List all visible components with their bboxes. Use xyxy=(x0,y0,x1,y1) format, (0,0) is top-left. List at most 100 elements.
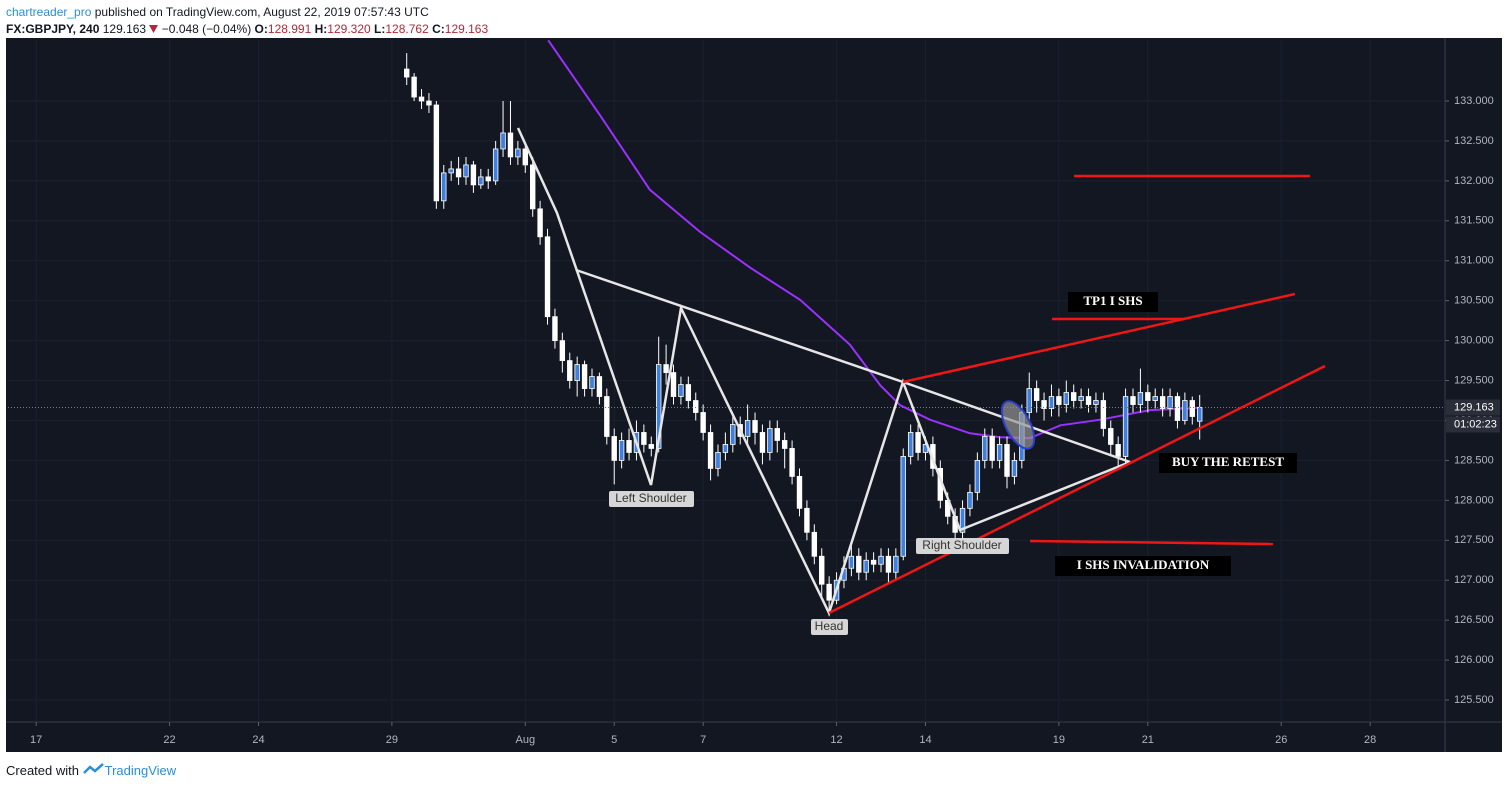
x-tick-label: 24 xyxy=(252,734,264,746)
candle-body xyxy=(411,76,417,98)
x-tick-label: 7 xyxy=(700,734,706,746)
label-box xyxy=(1159,453,1297,473)
candle-body xyxy=(492,148,499,182)
candle-body xyxy=(893,555,899,573)
plot xyxy=(8,40,1445,617)
neckline xyxy=(575,268,904,384)
x-tick-label: 29 xyxy=(386,734,398,746)
candle-body xyxy=(1033,388,1040,401)
candle-body xyxy=(826,583,832,601)
label-box xyxy=(811,619,848,635)
y-tick-label: 125.500 xyxy=(1454,694,1494,706)
created-with: Created with xyxy=(6,763,79,778)
y-tick-label: 131.000 xyxy=(1454,255,1494,267)
ohlc-value: 128.762 xyxy=(385,22,429,36)
candle-body xyxy=(1004,444,1010,477)
candle-body xyxy=(515,148,521,158)
candle-body xyxy=(1167,396,1173,409)
brand[interactable]: TradingView xyxy=(104,763,177,778)
candle-body xyxy=(463,164,469,178)
ohlc-value: 128.991 xyxy=(267,22,312,36)
candle-body xyxy=(552,316,558,342)
candle-body xyxy=(1122,396,1129,457)
candle-body xyxy=(648,444,654,449)
candle-body xyxy=(581,364,588,389)
candle-body xyxy=(789,448,795,477)
candle-body xyxy=(1056,396,1062,405)
candle-body xyxy=(1174,396,1181,421)
candle-body xyxy=(1071,392,1077,401)
candle-body xyxy=(752,420,758,433)
published: published on TradingView.com, August 22,… xyxy=(94,5,429,19)
candle-body xyxy=(870,559,877,565)
candle-body xyxy=(507,132,514,158)
ohlc-value: 129.320 xyxy=(327,22,371,36)
annotation: I SHS INVALIDATION xyxy=(1077,557,1210,572)
candle-body xyxy=(544,236,551,318)
candle-body xyxy=(530,164,536,210)
ohlc-label: O: xyxy=(254,22,268,36)
candle-body xyxy=(707,432,714,469)
candle-body xyxy=(967,491,973,509)
x-tick-label: 5 xyxy=(611,734,617,746)
label-box xyxy=(916,538,1009,554)
candle-body xyxy=(441,172,447,202)
candle-body xyxy=(811,531,818,557)
publish-line: chartreader_pro published on TradingView… xyxy=(6,5,429,19)
label-box xyxy=(1068,292,1158,312)
candle-body xyxy=(433,104,440,202)
y-tick-label: 130.500 xyxy=(1454,295,1494,307)
candle-body xyxy=(1189,400,1195,417)
countdown-label: 01:02:23 xyxy=(1454,418,1497,430)
candle-body xyxy=(1145,392,1151,401)
x-tick-label: 14 xyxy=(919,734,931,746)
candle-body xyxy=(722,444,729,453)
y-tick-label: 128.000 xyxy=(1454,494,1494,506)
x-tick-label: 26 xyxy=(1275,734,1287,746)
candle-body xyxy=(1182,400,1188,421)
logo xyxy=(82,763,104,774)
y-tick-label: 127.500 xyxy=(1454,534,1494,546)
author[interactable]: chartreader_pro xyxy=(6,5,92,19)
last-price-box xyxy=(1446,399,1500,416)
candle-body xyxy=(1011,460,1018,477)
y-tick-label: 127.000 xyxy=(1454,574,1494,586)
candle-body xyxy=(574,364,580,381)
retest-ellipse xyxy=(1000,400,1036,450)
chart-background xyxy=(6,38,1502,752)
last: 129.163 xyxy=(102,22,147,36)
candle-body xyxy=(663,364,669,373)
y-tick-label: 133.000 xyxy=(1454,95,1494,107)
candle-body xyxy=(863,559,869,573)
y-tick-label: 131.500 xyxy=(1454,215,1494,227)
ohlc-value: 129.163 xyxy=(444,22,489,36)
x-tick-label: 28 xyxy=(1364,734,1376,746)
symbol: FX:GBPJPY, 240 xyxy=(6,22,100,36)
candle-body xyxy=(715,452,721,469)
candle-body xyxy=(819,555,825,585)
x-tick-label: 21 xyxy=(1142,734,1154,746)
candle-body xyxy=(678,384,684,397)
candle-body xyxy=(759,432,766,453)
ohlc-label: H: xyxy=(314,22,328,36)
candle-body xyxy=(485,176,491,182)
symbol-line: FX:GBPJPY, 240 129.163 −0.048 (−0.04%) O… xyxy=(6,22,488,36)
candle-body xyxy=(1078,396,1084,401)
x-tick-label: 17 xyxy=(30,734,42,746)
candle-body xyxy=(982,436,988,461)
candle-body xyxy=(848,555,855,569)
y-tick-label: 126.500 xyxy=(1454,614,1494,626)
candle-body xyxy=(559,340,566,361)
candle-body xyxy=(996,444,1003,461)
down-arrow xyxy=(149,25,159,33)
candle-body xyxy=(804,507,810,533)
candle-body xyxy=(1085,396,1092,405)
candle-body xyxy=(404,68,410,78)
axes: 125.500 126.000 126.500 127.000 127.500 128.0… xyxy=(30,95,1500,746)
candle-body xyxy=(1048,396,1055,409)
annotation: Head xyxy=(815,619,844,633)
chart: Left Shoulder Head Right Shoulder TP1 I … xyxy=(6,38,1502,752)
label-box xyxy=(609,491,694,507)
candle-body xyxy=(1026,388,1032,413)
